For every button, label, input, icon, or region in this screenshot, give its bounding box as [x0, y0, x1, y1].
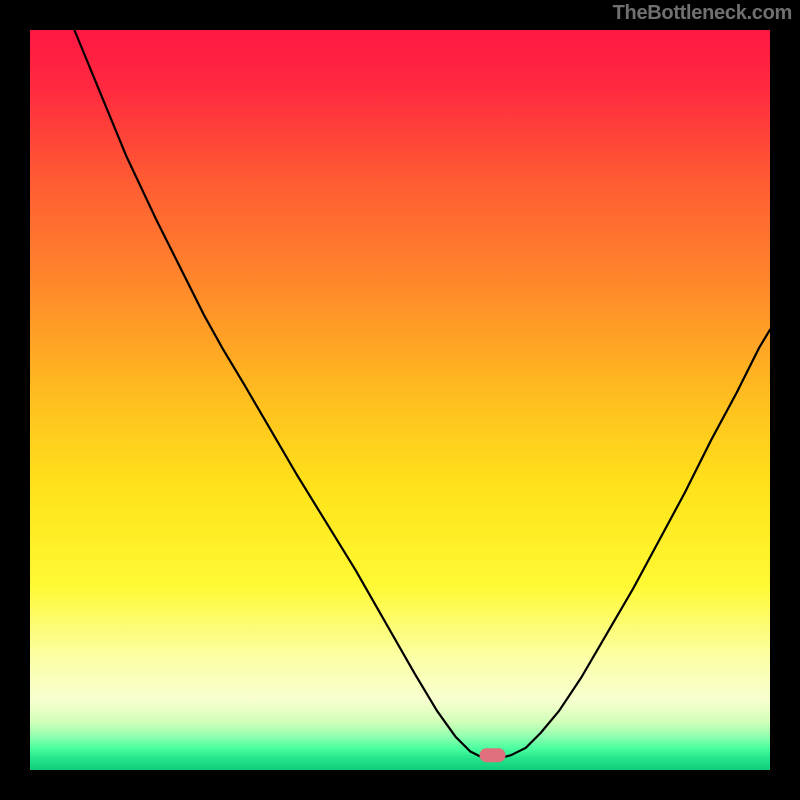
bottleneck-chart: TheBottleneck.com — [0, 0, 800, 800]
plot-background — [30, 30, 770, 770]
watermark-text: TheBottleneck.com — [613, 2, 792, 25]
optimal-marker — [480, 748, 506, 762]
chart-svg — [0, 0, 800, 800]
